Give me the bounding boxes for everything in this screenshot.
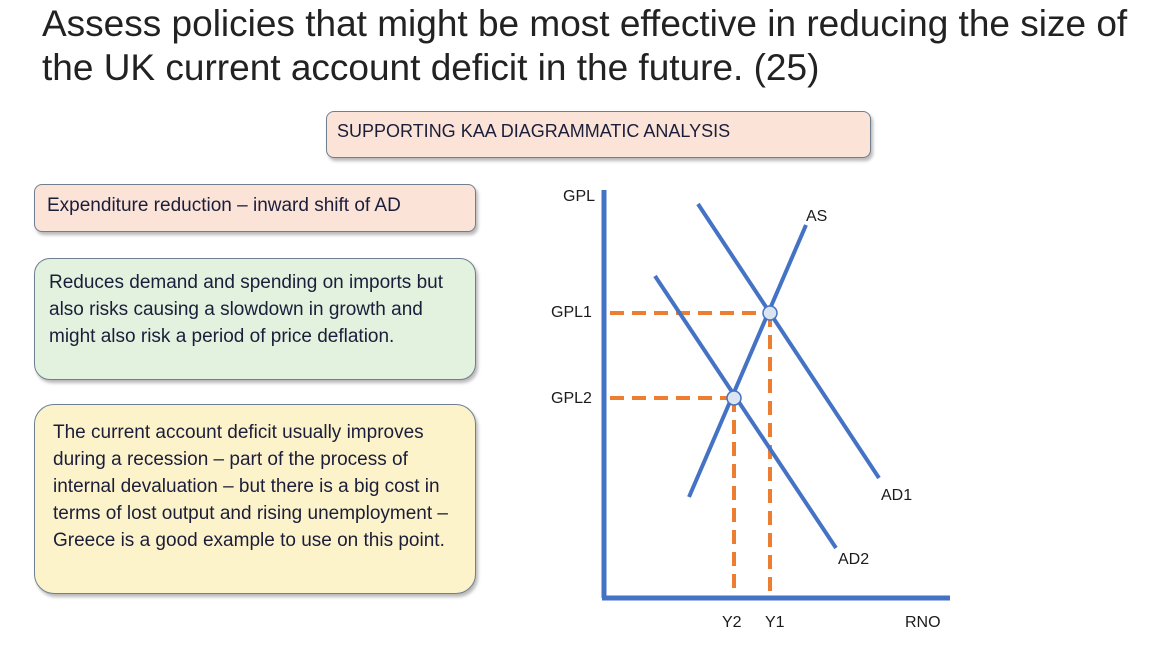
gpl1-label: GPL1 <box>551 304 592 321</box>
equilibrium-point-2 <box>726 390 742 406</box>
ad1-curve <box>696 202 881 480</box>
expenditure-reduction-box: Expenditure reduction – inward shift of … <box>34 184 476 232</box>
gpl2-label: GPL2 <box>551 390 592 407</box>
ad2-label: AD2 <box>838 551 869 568</box>
diagram-analysis-heading: SUPPORTING KAA DIAGRAMMATIC ANALYSIS <box>326 111 871 158</box>
x-axis-label: RNO <box>905 614 941 631</box>
demand-reduction-box: Reduces demand and spending on imports b… <box>34 258 476 380</box>
y1-label: Y1 <box>765 614 785 631</box>
as-label: AS <box>806 208 827 225</box>
equilibrium-point-1 <box>762 305 778 321</box>
y2-label: Y2 <box>722 614 742 631</box>
slide-title: Assess policies that might be most effec… <box>42 3 1128 88</box>
recession-box: The current account deficit usually impr… <box>34 404 476 594</box>
as-curve <box>687 224 808 498</box>
ad2-curve <box>653 274 838 550</box>
y-axis-label: GPL <box>563 188 595 205</box>
ad1-label: AD1 <box>881 487 912 504</box>
